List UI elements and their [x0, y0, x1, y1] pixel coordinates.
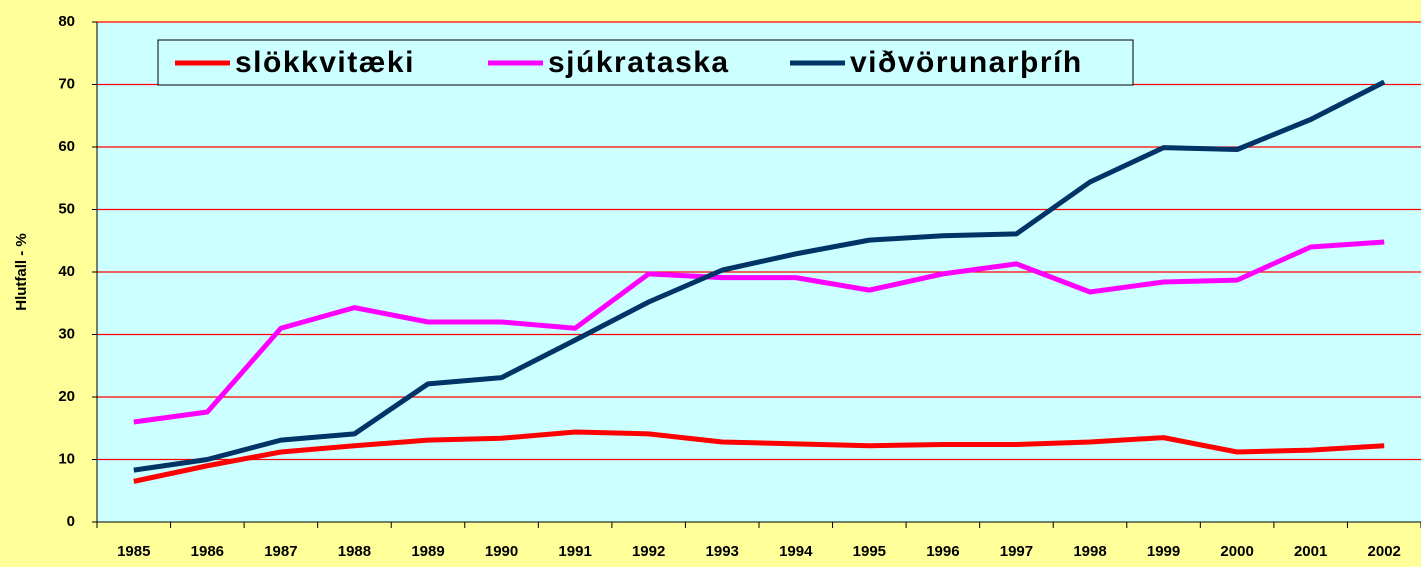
y-tick-label: 60 [58, 138, 75, 155]
x-tick-label: 1995 [853, 543, 886, 560]
y-tick-label: 70 [58, 75, 75, 92]
x-tick-label: 1988 [338, 543, 371, 560]
y-tick-label: 0 [67, 513, 75, 530]
x-tick-label: 1986 [191, 543, 224, 560]
y-tick-label: 50 [58, 200, 75, 217]
y-axis-label: Hlutfall - % [13, 233, 30, 311]
x-tick-label: 1999 [1147, 543, 1180, 560]
x-tick-label: 2002 [1368, 543, 1401, 560]
y-tick-label: 30 [58, 325, 75, 342]
series-line [133, 429, 1385, 484]
legend-box [157, 39, 1134, 86]
y-tick-label: 10 [58, 450, 75, 467]
x-tick-label: 1998 [1073, 543, 1106, 560]
series-line [133, 79, 1386, 473]
x-tick-label: 1987 [264, 543, 297, 560]
x-tick-label: 1996 [926, 543, 959, 560]
x-tick-label: 1990 [485, 543, 518, 560]
legend-label: slökkvitæki [235, 46, 415, 79]
legend-label: sjúkrataska [548, 46, 730, 79]
x-tick-label: 1992 [632, 543, 665, 560]
x-tick-label: 1993 [706, 543, 739, 560]
legend-label: viðvörunarþríh [850, 46, 1083, 79]
x-tick-label: 2000 [1220, 543, 1253, 560]
y-tick-label: 80 [58, 13, 75, 30]
y-tick-label: 20 [58, 388, 75, 405]
series-line [133, 239, 1385, 425]
y-tick-label: 40 [58, 263, 75, 280]
x-tick-label: 1997 [1000, 543, 1033, 560]
x-tick-label: 1994 [779, 543, 813, 560]
x-tick-label: 1985 [117, 543, 150, 560]
x-tick-label: 2001 [1294, 543, 1327, 560]
x-tick-label: 1991 [558, 543, 591, 560]
x-tick-label: 1989 [411, 543, 444, 560]
